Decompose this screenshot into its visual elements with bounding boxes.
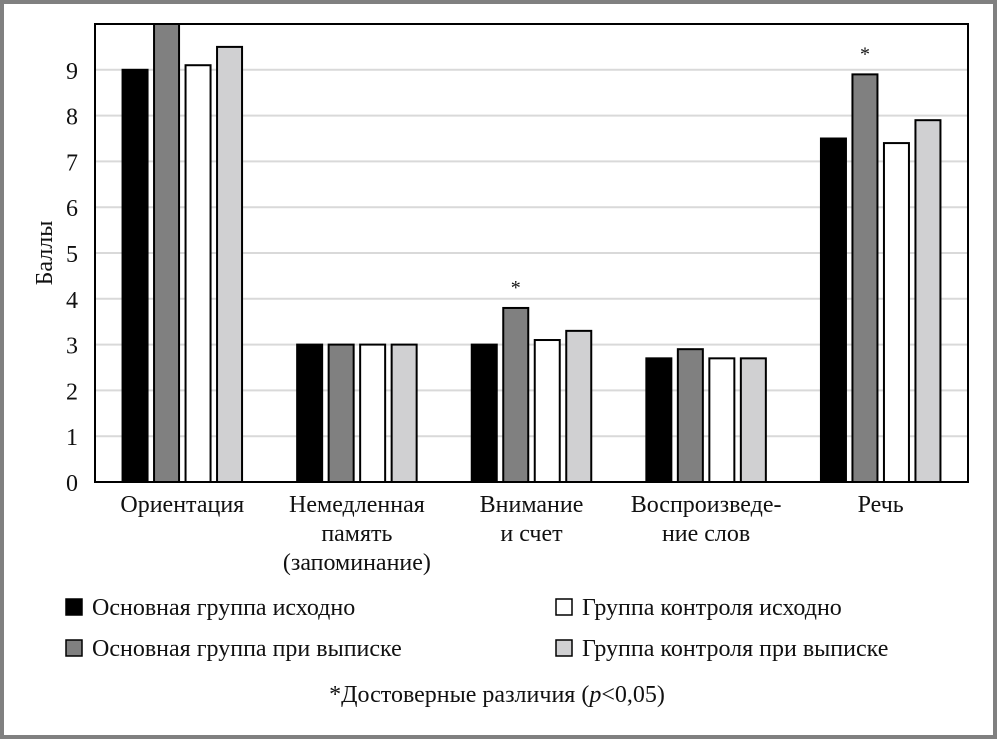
legend-label: Группа контроля исходно [582,595,842,621]
y-tick-label: 9 [66,59,78,85]
x-tick-label: память [321,521,392,547]
y-tick-label: 2 [66,379,78,405]
x-tick-label: Немедленная [289,492,425,518]
x-tick-label: Речь [858,492,904,518]
bar [819,137,847,483]
significance-marker: * [511,277,521,299]
legend-label: Группа контроля при выписке [582,636,888,662]
y-tick-label: 5 [66,242,78,268]
bar [327,343,355,483]
legend-item: Основная группа исходно [65,595,355,621]
x-tick-label: ние слов [662,521,750,547]
x-tick-label: (запоминание) [283,550,431,576]
footnote: *Достоверные различия (p<0,05) [329,682,665,708]
bar [390,343,418,483]
bar [470,343,498,483]
legend-item: Группа контроля при выписке [555,636,888,662]
bar [502,306,530,483]
legend-swatch [65,598,83,616]
y-tick-label: 0 [66,471,78,497]
x-tick-label: Ориентация [120,492,244,518]
legend-swatch [65,639,83,657]
x-tick-label: Внимание [480,492,584,518]
y-axis-label: Баллы [32,221,58,286]
bar [739,357,767,483]
significance-marker: * [860,43,870,65]
legend-swatch [555,639,573,657]
y-tick-label: 1 [66,425,78,451]
bar [121,68,149,484]
y-tick-label: 8 [66,105,78,131]
legend-swatch [555,598,573,616]
bar [851,73,879,483]
bar [533,339,561,483]
y-tick-label: 7 [66,150,78,176]
legend-label: Основная группа исходно [92,595,355,621]
bar [882,142,910,484]
x-tick-label: Воспроизведе- [631,492,782,518]
legend-label: Основная группа при выписке [92,636,402,662]
x-tick-label: и счет [500,521,563,547]
bar [676,348,704,483]
bar [645,357,673,483]
bar [296,343,324,483]
y-tick-label: 3 [66,334,78,360]
legend-item: Основная группа при выписке [65,636,402,662]
y-tick-label: 4 [66,288,78,314]
bar [914,119,942,484]
bar [153,23,181,483]
bar [708,357,736,483]
plot-area-border [94,23,969,483]
y-tick-label: 6 [66,196,78,222]
bar [359,343,387,483]
legend-item: Группа контроля исходно [555,595,842,621]
bar [565,329,593,483]
bar [216,45,244,484]
bar [184,64,212,483]
